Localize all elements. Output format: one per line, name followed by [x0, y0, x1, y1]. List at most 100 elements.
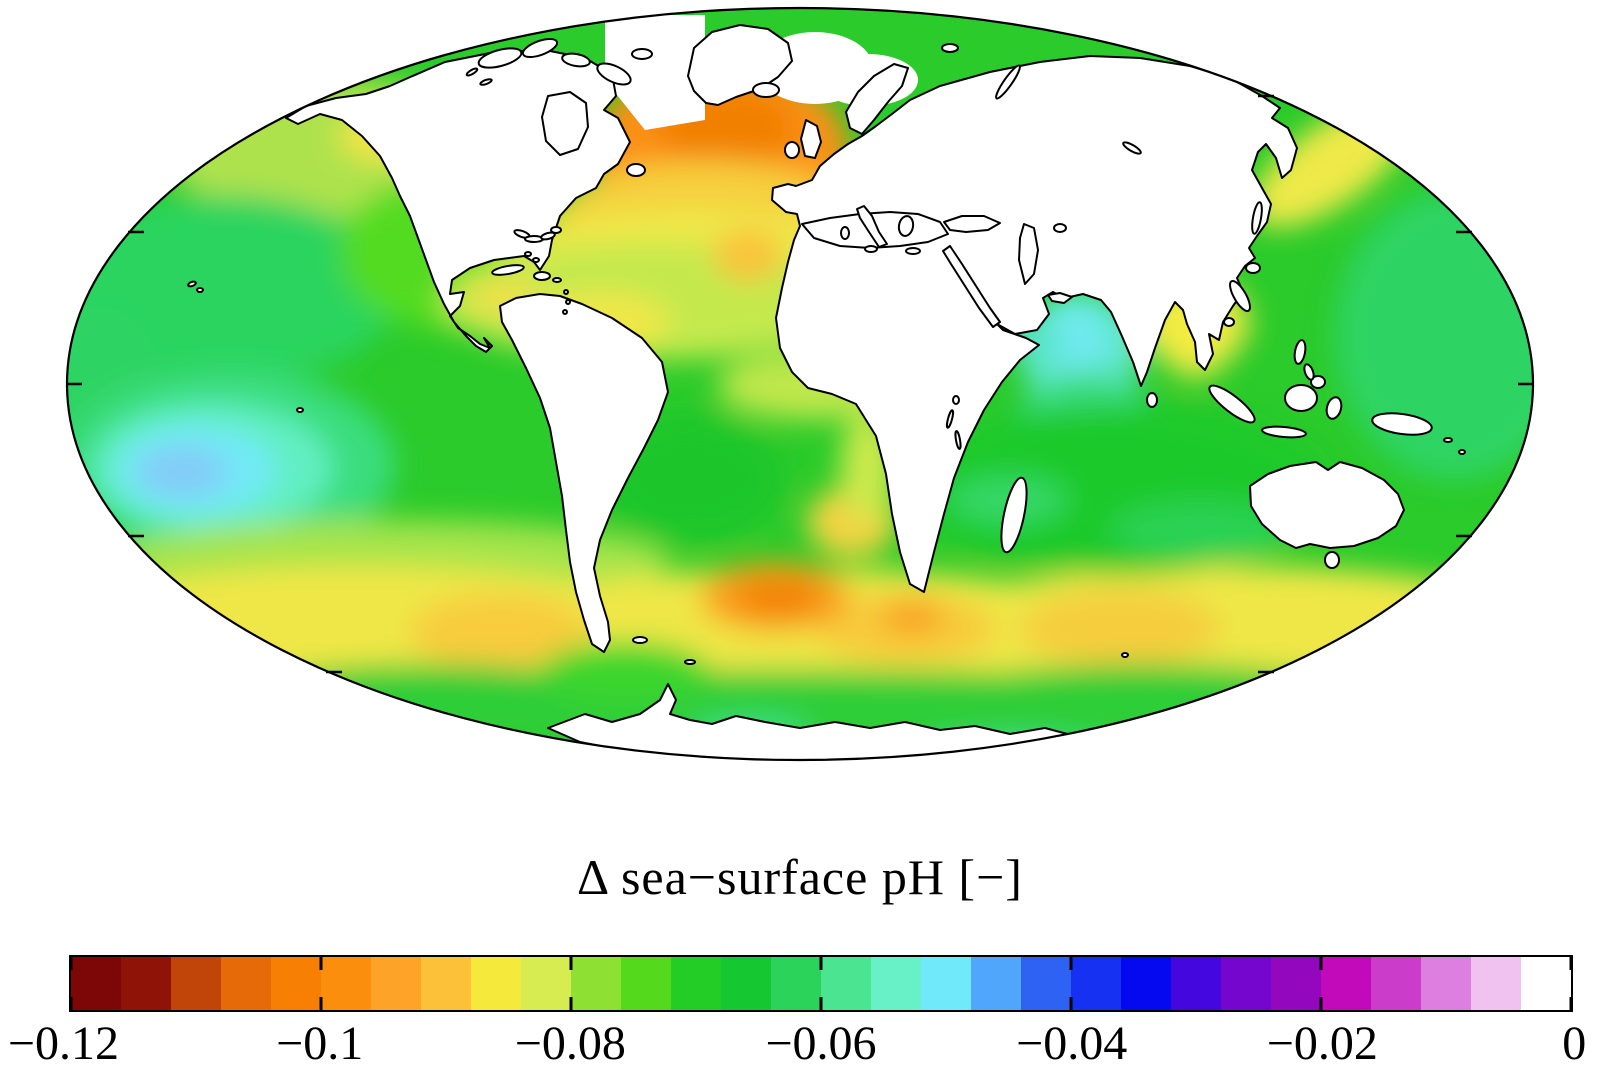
colorbar-segment — [1421, 957, 1471, 1010]
arctic-island-1 — [477, 47, 523, 69]
solomon-islands — [1443, 437, 1453, 443]
antilles-2 — [565, 299, 571, 305]
colorbar-segment — [1521, 957, 1571, 1010]
colorbar-segment — [1321, 957, 1371, 1010]
scandinavia — [845, 63, 909, 135]
arctic-island-3 — [561, 52, 591, 68]
sakhalin — [1251, 201, 1263, 235]
black-sea — [943, 215, 1001, 233]
vanuatu — [1458, 449, 1466, 455]
colorbar-segment — [1021, 957, 1071, 1010]
lake-baikal — [1122, 141, 1142, 155]
lake-malawi — [954, 430, 962, 450]
world-map — [65, 6, 1535, 762]
colorbar-segment — [971, 957, 1021, 1010]
galapagos — [296, 407, 304, 413]
red-sea — [942, 245, 1001, 328]
colorbar-segment — [421, 957, 471, 1010]
greece — [897, 215, 915, 237]
newfoundland — [626, 163, 646, 177]
japan-honshu — [1229, 279, 1251, 313]
colorbar-tick-label: −0.1 — [276, 1017, 364, 1070]
philippines-luzon — [1293, 339, 1307, 365]
island-great-britain — [800, 119, 822, 159]
great-lake-3 — [540, 231, 556, 241]
colorbar-tick-label: 0 — [1562, 1017, 1587, 1070]
island-ireland — [784, 141, 800, 159]
continent-afro-eurasia — [771, 55, 1298, 593]
colorbar-segment — [221, 957, 271, 1010]
colorbar-tick-label: −0.08 — [514, 1017, 626, 1070]
arctic-island-2 — [521, 37, 559, 59]
lake-tanganyika — [945, 409, 955, 429]
colorbar-track — [69, 955, 1573, 1012]
arctic-island-4 — [631, 48, 653, 60]
figure-title: Δ sea−surface pH [−] — [577, 849, 1023, 905]
baffin-island — [596, 62, 632, 86]
hispaniola — [533, 271, 551, 281]
tasmania — [1324, 551, 1340, 569]
colorbar-segment — [271, 957, 321, 1010]
colorbar-segment — [771, 957, 821, 1010]
madagascar — [1000, 476, 1028, 554]
colorbar-segment — [471, 957, 521, 1010]
colorbar-tick-label: −0.12 — [7, 1017, 119, 1070]
aleutian-2 — [479, 78, 493, 86]
colorbar-segment — [821, 957, 871, 1010]
colorbar-segment — [1171, 957, 1221, 1010]
colorbar-segment — [1471, 957, 1521, 1010]
java — [1261, 425, 1307, 439]
colorbar-segment — [371, 957, 421, 1010]
novaya-zemlya — [995, 64, 1021, 100]
colorbar-segment — [871, 957, 921, 1010]
colorbar-segment — [721, 957, 771, 1010]
colorbar-segment — [321, 957, 371, 1010]
colorbar-segment — [1271, 957, 1321, 1010]
falkland-islands — [632, 636, 648, 644]
colorbar-segment — [71, 957, 121, 1010]
colorbar-segment — [1121, 957, 1171, 1010]
south-georgia — [684, 659, 696, 665]
bahamas-1 — [524, 251, 532, 257]
bahamas-2 — [532, 257, 540, 263]
colorbar-tick-labels: −0.12 −0.1 −0.08 −0.06 −0.04 −0.02 0 — [8, 1017, 1586, 1074]
cuba — [491, 264, 525, 276]
colorbar-segment — [571, 957, 621, 1010]
colorbar-segment — [121, 957, 171, 1010]
new-guinea — [1371, 412, 1433, 436]
hawaii-2 — [196, 287, 204, 293]
sicily — [864, 245, 878, 253]
aral-sea — [1053, 223, 1067, 233]
graticule-ticks — [66, 94, 1534, 674]
antilles-1 — [563, 289, 569, 295]
colorbar-tick-label: −0.06 — [765, 1017, 877, 1070]
colorbar-segment — [621, 957, 671, 1010]
sulawesi — [1325, 396, 1343, 420]
mindanao — [1310, 375, 1326, 389]
hudson-bay — [541, 91, 589, 156]
colorbar-segment — [671, 957, 721, 1010]
kerguelen — [1121, 652, 1129, 658]
island-iceland — [752, 82, 780, 98]
sumatra — [1208, 384, 1256, 424]
japan-hokkaido — [1245, 262, 1261, 274]
borneo — [1284, 384, 1318, 412]
philippines-visayas — [1303, 363, 1315, 381]
persian-gulf — [1047, 292, 1073, 304]
caspian-sea — [1018, 223, 1039, 285]
continent-south-america — [499, 293, 669, 653]
colorbar-segment — [1221, 957, 1271, 1010]
great-lake-4 — [550, 226, 562, 234]
colorbar-tick-label: −0.04 — [1016, 1017, 1128, 1070]
colorbar-segment — [1071, 957, 1121, 1010]
colorbar-tick-label: −0.02 — [1266, 1017, 1378, 1070]
world-map-container — [65, 6, 1535, 762]
lake-victoria — [952, 395, 960, 405]
japan-kyushu — [1223, 317, 1235, 327]
sardinia — [840, 226, 850, 240]
colorbar-segment — [171, 957, 221, 1010]
continent-australia — [1249, 461, 1405, 549]
antilles-3 — [562, 309, 568, 315]
sri-lanka — [1146, 392, 1158, 408]
colorbar-segment — [1371, 957, 1421, 1010]
